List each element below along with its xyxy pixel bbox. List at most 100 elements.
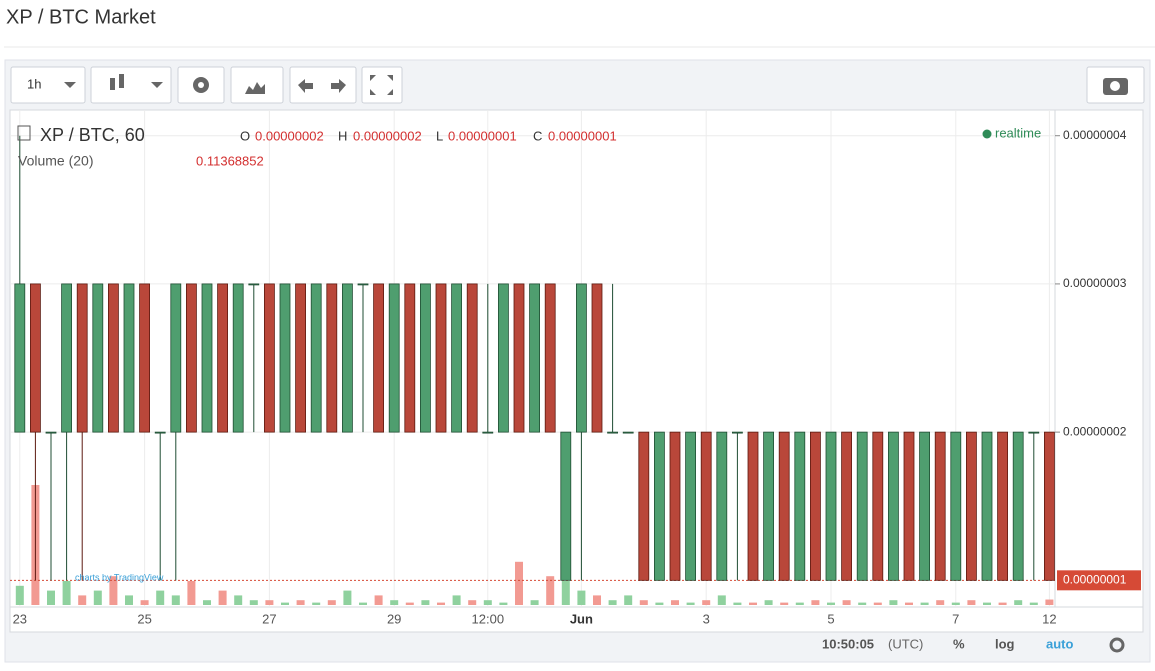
candle-body bbox=[295, 283, 307, 433]
x-tick-label: Jun bbox=[570, 611, 593, 626]
candle-body bbox=[669, 431, 681, 581]
candle-body bbox=[435, 283, 447, 433]
volume-bar bbox=[671, 600, 679, 605]
volume-bar bbox=[561, 581, 570, 605]
volume-bar bbox=[15, 585, 24, 605]
volume-bar bbox=[546, 576, 555, 605]
volume-bar bbox=[1029, 602, 1038, 605]
volume-bar bbox=[811, 600, 820, 605]
candle-body bbox=[997, 431, 1008, 581]
candle-body bbox=[357, 283, 369, 286]
y-tick-label: 0.00000003 bbox=[1063, 276, 1127, 290]
volume-bar bbox=[156, 590, 165, 605]
ohlc-name: O bbox=[240, 128, 250, 143]
volume-bar bbox=[265, 600, 274, 605]
volume-bar bbox=[795, 602, 804, 605]
candle-body bbox=[591, 283, 603, 433]
volume-bar bbox=[312, 602, 321, 605]
ohlc-value: 0.00000001 bbox=[448, 128, 517, 143]
candle-body bbox=[981, 431, 993, 581]
volume-bar bbox=[639, 600, 648, 605]
volume-bar bbox=[249, 600, 258, 605]
volume-bar bbox=[733, 602, 742, 605]
volume-bar bbox=[764, 600, 773, 605]
candle-body bbox=[685, 431, 696, 581]
candle-body bbox=[544, 283, 556, 433]
volume-title: Volume (20) bbox=[18, 153, 93, 169]
volume-bar bbox=[920, 602, 929, 605]
candle-body bbox=[794, 431, 806, 581]
candle-body bbox=[45, 431, 57, 434]
candle-body bbox=[497, 283, 509, 433]
candle-body bbox=[872, 431, 884, 581]
settings-gear[interactable] bbox=[1109, 637, 1125, 653]
interval-label: 1h bbox=[27, 76, 41, 91]
candle-body bbox=[747, 431, 759, 581]
candle-body bbox=[482, 431, 494, 434]
volume-bar bbox=[905, 602, 913, 605]
y-tick-label: 0.00000002 bbox=[1063, 424, 1127, 438]
price-axis bbox=[1054, 109, 1144, 608]
last-price-label: 0.00000001 bbox=[1063, 572, 1127, 586]
percent-toggle[interactable]: % bbox=[953, 636, 965, 651]
candle-body bbox=[451, 283, 463, 433]
interval-button[interactable] bbox=[10, 66, 86, 104]
volume-bar bbox=[125, 595, 133, 605]
candle-body bbox=[841, 431, 852, 581]
candle-body bbox=[373, 283, 385, 433]
candle-body bbox=[404, 283, 416, 433]
fullscreen-button[interactable] bbox=[361, 66, 403, 104]
x-tick-label: 29 bbox=[387, 611, 401, 626]
collapse-icon[interactable] bbox=[17, 125, 31, 141]
candle-body bbox=[966, 431, 977, 581]
plot bbox=[10, 110, 1055, 607]
x-tick-label: 3 bbox=[703, 611, 710, 626]
candle-body bbox=[903, 431, 915, 581]
candle-body bbox=[576, 283, 587, 433]
log-toggle[interactable]: log bbox=[995, 636, 1015, 651]
candle-body bbox=[61, 283, 72, 433]
candle-body bbox=[825, 431, 837, 581]
volume-bar bbox=[343, 590, 352, 605]
candle-body bbox=[716, 431, 728, 581]
volume-bar bbox=[109, 576, 118, 605]
volume-bar bbox=[296, 600, 305, 605]
volume-bar bbox=[140, 600, 149, 605]
candle-body bbox=[654, 431, 665, 581]
volume-bar bbox=[858, 602, 867, 605]
candle-body bbox=[170, 283, 182, 433]
auto-toggle[interactable]: auto bbox=[1046, 636, 1074, 651]
volume-bar bbox=[203, 600, 211, 605]
volume-bar bbox=[1014, 600, 1023, 605]
candle-body bbox=[778, 431, 790, 581]
ohlc-value: 0.00000002 bbox=[255, 128, 324, 143]
candle-body bbox=[1028, 431, 1040, 434]
undo-redo-button[interactable] bbox=[289, 66, 357, 104]
candle-body bbox=[232, 283, 244, 433]
candle-body bbox=[76, 283, 88, 433]
candle-body bbox=[326, 283, 338, 433]
candle-body bbox=[263, 283, 275, 433]
volume-bar bbox=[62, 581, 71, 605]
candle-body bbox=[388, 283, 400, 433]
x-tick-label: 23 bbox=[13, 611, 27, 626]
x-tick-label: 12:00 bbox=[472, 611, 505, 626]
volume-bar bbox=[93, 590, 102, 605]
candle-body bbox=[185, 283, 197, 433]
candle-body bbox=[856, 431, 868, 581]
volume-bar bbox=[515, 561, 523, 605]
candle-body bbox=[201, 283, 213, 433]
volume-bar bbox=[577, 590, 586, 605]
chart-type-button[interactable] bbox=[90, 66, 172, 104]
volume-bar bbox=[983, 602, 991, 605]
watermark: charts by TradingView bbox=[75, 572, 164, 582]
x-tick-label: 12 bbox=[1042, 611, 1056, 626]
volume-bar bbox=[608, 600, 617, 605]
x-tick-label: 5 bbox=[827, 611, 834, 626]
candle-body bbox=[29, 283, 41, 433]
volume-bar bbox=[171, 595, 180, 605]
candle-body bbox=[934, 431, 946, 581]
volume-bar bbox=[951, 602, 960, 605]
